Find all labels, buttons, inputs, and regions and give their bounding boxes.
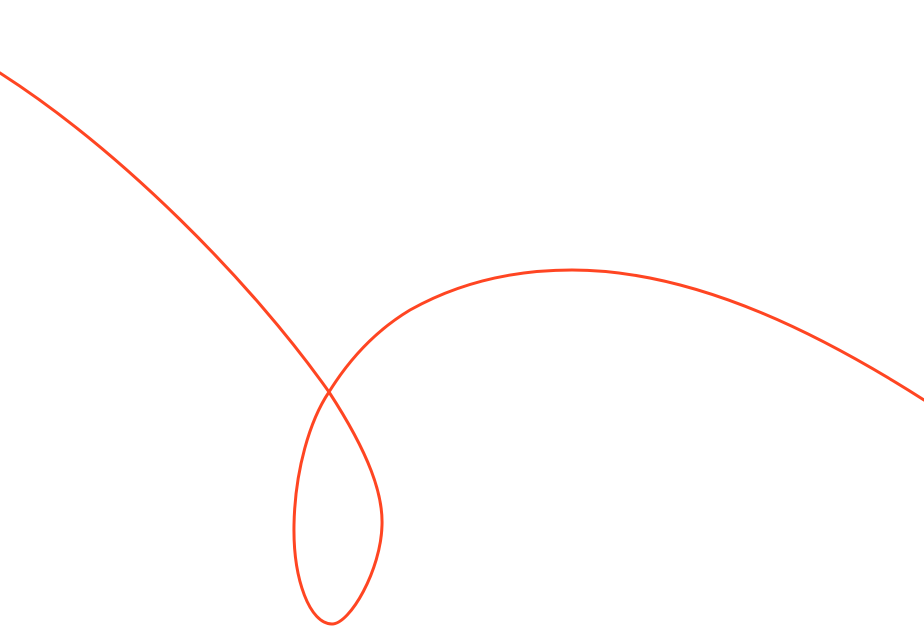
decorative-loop-curve	[0, 71, 924, 626]
